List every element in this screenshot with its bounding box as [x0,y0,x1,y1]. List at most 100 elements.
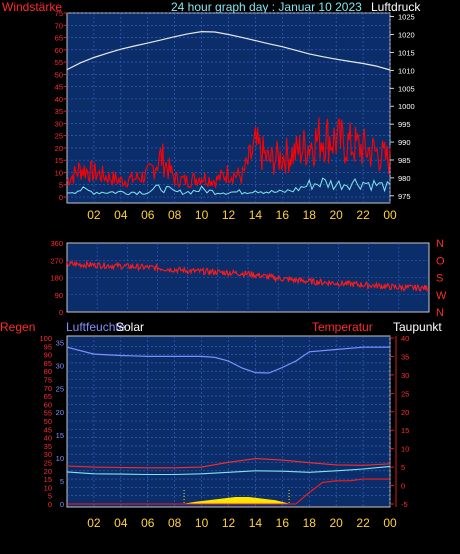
time-label: 02 [87,516,101,530]
humidity-tick-label: 10 [56,454,64,463]
pressure-tick-label: 1000 [398,102,415,111]
dewpoint-line [66,465,391,476]
temperature-tick-label: 0 [401,482,405,491]
time-label: 20 [329,208,343,222]
direction-tick-label: 90 [55,291,63,300]
panel-wind-bg [66,12,391,204]
humidity-tick-label: 0 [60,500,64,509]
direction-tick-label: 0 [59,308,63,317]
wind-tick-label: 75 [55,9,63,18]
solar-area [184,497,290,505]
wind-tick-label: 70 [55,21,63,30]
rain-tick-label: 20 [44,467,52,476]
direction-tick-label: 270 [50,256,63,265]
time-label: 08 [168,516,182,530]
rain-tick-label: 10 [44,483,52,492]
pressure-tick-label: 980 [398,174,411,183]
pressure-tick-label: 990 [398,138,411,147]
rain-tick-label: 50 [44,417,52,426]
rain-line [67,478,390,505]
time-label: 14 [249,208,263,222]
wind-tick-label: 50 [55,70,63,79]
dewpoint-axis-title: Taupunkt [393,320,442,334]
temperature-tick-label: 15 [401,426,409,435]
wind-tick-label: 25 [55,132,63,141]
temperature-line [66,458,391,469]
time-label: 22 [356,516,370,530]
time-label: 12 [222,208,236,222]
humidity-line [66,346,390,374]
wind-tick-label: 40 [55,95,63,104]
wind-tick-label: 60 [55,46,63,55]
rain-tick-label: 95 [44,342,52,351]
compass-label: S [436,273,443,285]
wind-tick-label: 20 [55,144,63,153]
time-label: 16 [276,208,290,222]
time-label: 20 [329,516,343,530]
rain-tick-label: 40 [44,434,52,443]
wind-tick-label: 5 [59,181,63,190]
time-label: 06 [141,208,155,222]
time-label: 14 [249,516,263,530]
rain-tick-label: 0 [48,500,52,509]
time-label: 06 [141,516,155,530]
solar-axis-title: Solar [116,320,144,334]
time-label: 10 [195,208,209,222]
pressure-tick-label: 985 [398,156,411,165]
wind-tick-label: 10 [55,168,63,177]
rain-tick-label: 60 [44,400,52,409]
humidity-tick-label: 35 [56,339,64,348]
wind-mean-line [66,177,391,196]
direction-tick-label: 360 [50,239,63,248]
time-label: 22 [356,208,370,222]
wind-tick-label: 0 [59,193,63,202]
compass-label: O [436,255,445,267]
rain-tick-label: 80 [44,367,52,376]
time-label: 18 [303,516,317,530]
pressure-tick-label: 1015 [398,48,415,57]
time-label: 02 [87,208,101,222]
chart-title: 24 hour graph day : Januar 10 2023 [171,0,362,14]
rain-tick-label: 75 [44,376,52,385]
time-label: 04 [114,516,128,530]
time-label: 16 [276,516,290,530]
rain-tick-label: 55 [44,409,52,418]
direction-tick-label: 180 [50,274,63,283]
rain-tick-label: 70 [44,384,52,393]
time-label: 12 [222,516,236,530]
wind-tick-label: 45 [55,83,63,92]
rain-tick-label: 5 [48,492,52,501]
temperature-tick-label: 25 [401,389,409,398]
wind-direction-line [66,259,430,292]
rain-tick-label: 65 [44,392,52,401]
wind-tick-label: 15 [55,156,63,165]
pressure-tick-label: 1025 [398,13,415,22]
temperature-tick-label: 10 [401,445,409,454]
compass-label: N [436,307,444,319]
temperature-axis-title: Temperatur [312,320,373,334]
rain-tick-label: 15 [44,475,52,484]
rain-tick-label: 25 [44,459,52,468]
wind-tick-label: 30 [55,119,63,128]
humidity-tick-label: 5 [60,477,64,486]
rain-tick-label: 100 [39,334,52,343]
rain-tick-label: 35 [44,442,52,451]
rain-tick-label: 30 [44,450,52,459]
pressure-tick-label: 995 [398,120,411,129]
pressure-tick-label: 1020 [398,31,415,40]
time-label: 04 [114,208,128,222]
pressure-line [66,30,391,71]
humidity-tick-label: 30 [56,362,64,371]
humidity-tick-label: 25 [56,385,64,394]
wind-gust-line [66,117,391,189]
humidity-axis-title: Luftfeuchte [66,320,126,334]
wind-tick-label: 55 [55,58,63,67]
rain-tick-label: 45 [44,425,52,434]
temperature-tick-label: 35 [401,352,409,361]
wind-tick-label: 35 [55,107,63,116]
time-label: 10 [195,516,209,530]
rain-axis-title: Regen [0,320,35,334]
time-label: 00 [383,208,397,222]
time-label: 18 [303,208,317,222]
pressure-axis-title: Luftdruck [371,0,421,14]
